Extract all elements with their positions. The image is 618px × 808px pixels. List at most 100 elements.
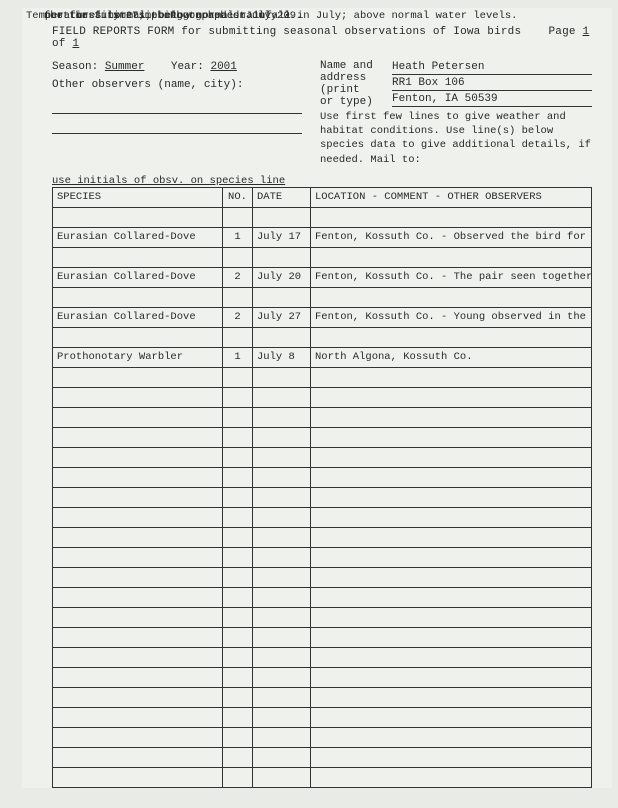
empty-cell [253, 367, 311, 387]
empty-cell [223, 627, 253, 647]
table-row [53, 587, 592, 607]
empty-cell [223, 567, 253, 587]
table-row [53, 467, 592, 487]
species-cell: Eurasian Collared-Dove [53, 227, 223, 247]
header-location: LOCATION - COMMENT - OTHER OBSERVERS [311, 187, 592, 207]
empty-cell [311, 567, 592, 587]
empty-cell [53, 687, 223, 707]
addr2-value: Fenton, IA 50539 [392, 92, 592, 107]
location-cell: Fenton, Kossuth Co. - Young observed in … [311, 307, 592, 327]
empty-cell [53, 767, 223, 787]
year-label: Year: [171, 61, 204, 73]
continuation-cell: nest on July 27; photographed on July 29… [53, 327, 223, 347]
empty-cell [253, 467, 311, 487]
table-body: Temperatures normal, below normal rainfa… [53, 207, 592, 787]
table-row [53, 607, 592, 627]
blank-line [52, 100, 302, 114]
empty-cell [311, 687, 592, 707]
empty-cell [311, 447, 592, 467]
empty-cell [53, 607, 223, 627]
species-cell: Prothonotary Warbler [53, 347, 223, 367]
empty-cell [253, 567, 311, 587]
empty-cell [253, 427, 311, 447]
table-row: nest on July 27; photographed on July 29… [53, 327, 592, 347]
form-page: FIELD REPORTS FORM for submitting season… [22, 8, 612, 788]
empty-cell [253, 407, 311, 427]
continuation-cell: the first time sitting on a nest. [53, 247, 223, 267]
no-cell: 1 [223, 347, 253, 367]
empty-cell [53, 707, 223, 727]
season-value: Summer [105, 61, 145, 73]
blank-line [52, 120, 302, 134]
empty-cell [223, 607, 253, 627]
empty-cell [53, 507, 223, 527]
header-no: NO. [223, 187, 253, 207]
empty-cell [223, 507, 253, 527]
empty-cell [223, 687, 253, 707]
empty-cell [253, 687, 311, 707]
table-row: Temperatures normal, below normal rainfa… [53, 207, 592, 227]
location-cell: Fenton, Kossuth Co. - Observed the bird … [311, 227, 592, 247]
address-values: Heath Petersen RR1 Box 106 Fenton, IA 50… [392, 60, 592, 108]
table-header-row: SPECIES NO. DATE LOCATION - COMMENT - OT… [53, 187, 592, 207]
instructions: Use first few lines to give weather and … [320, 110, 592, 167]
empty-cell [53, 527, 223, 547]
table-row [53, 667, 592, 687]
empty-cell [53, 427, 223, 447]
empty-cell [53, 367, 223, 387]
empty-cell [311, 747, 592, 767]
table-row: Eurasian Collared-Dove2July 27Fenton, Ko… [53, 307, 592, 327]
empty-cell [223, 447, 253, 467]
date-cell: July 8 [253, 347, 311, 367]
table-row [53, 507, 592, 527]
empty-cell [53, 627, 223, 647]
empty-cell [253, 627, 311, 647]
empty-cell [53, 567, 223, 587]
address-labels: Name and address (print or type) [320, 60, 392, 108]
header-left: Season: Summer Year: 2001 Other observer… [52, 60, 302, 167]
table-row [53, 627, 592, 647]
form-title-line: FIELD REPORTS FORM for submitting season… [52, 26, 592, 50]
header-species: SPECIES [53, 187, 223, 207]
table-row [53, 547, 592, 567]
date-cell: July 17 [253, 227, 311, 247]
empty-cell [223, 467, 253, 487]
empty-cell [223, 767, 253, 787]
header-grid: Season: Summer Year: 2001 Other observer… [52, 60, 592, 167]
table-row [53, 427, 592, 447]
empty-cell [53, 467, 223, 487]
empty-cell [253, 667, 311, 687]
empty-cell [311, 647, 592, 667]
table-row [53, 407, 592, 427]
empty-cell [311, 707, 592, 727]
empty-cell [253, 507, 311, 527]
empty-cell [53, 647, 223, 667]
span-cell: Temperatures normal, below normal rainfa… [53, 207, 223, 227]
empty-cell [53, 727, 223, 747]
empty-cell [223, 547, 253, 567]
table-row [53, 567, 592, 587]
empty-cell [223, 287, 253, 307]
empty-cell [311, 767, 592, 787]
no-cell: 2 [223, 267, 253, 287]
other-observers-label: Other observers (name, city): [52, 78, 302, 93]
empty-cell [223, 587, 253, 607]
empty-cell [311, 507, 592, 527]
table-row: Eurasian Collared-Dove2July 20Fenton, Ko… [53, 267, 592, 287]
empty-cell [253, 447, 311, 467]
continuation-text: nest on July 27; photographed on July 29… [44, 10, 302, 22]
empty-cell [223, 427, 253, 447]
print-label: (print [320, 84, 392, 96]
empty-cell [253, 247, 311, 267]
addr1-value: RR1 Box 106 [392, 76, 592, 91]
form-title: FIELD REPORTS FORM for submitting season… [52, 26, 521, 38]
address-label: address [320, 72, 392, 84]
empty-cell [253, 547, 311, 567]
table-row: for the first time. Photgraphed July 20. [53, 287, 592, 307]
header-right: Name and address (print or type) Heath P… [320, 60, 592, 167]
name-label: Name and [320, 60, 392, 72]
empty-cell [223, 527, 253, 547]
empty-cell [253, 207, 311, 227]
page-total: 1 [72, 38, 79, 50]
season-label: Season: [52, 61, 98, 73]
